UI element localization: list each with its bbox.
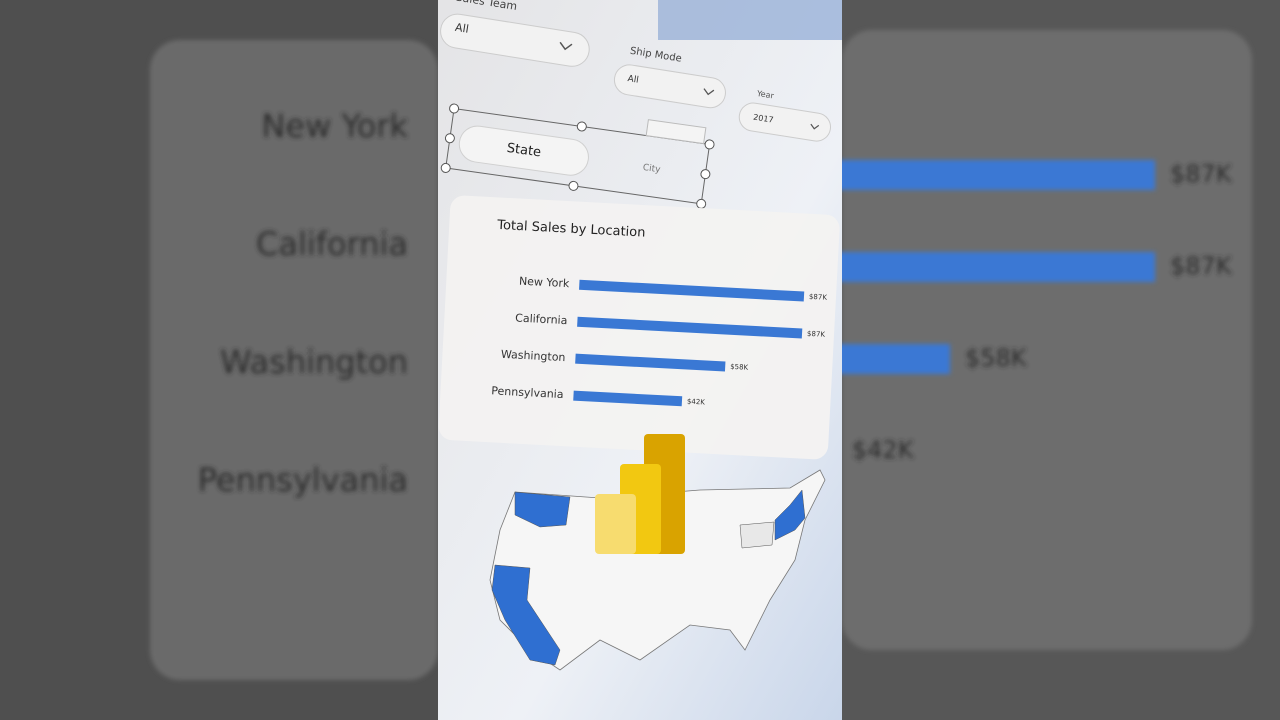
chevron xyxy=(559,41,573,51)
bar-chart: New York $87K California $87K Washington $58K… xyxy=(491,275,828,407)
slicer: State City xyxy=(440,103,715,209)
value-label: $58K xyxy=(730,363,749,372)
handle[interactable] xyxy=(449,103,460,114)
value-label: $87K xyxy=(809,293,828,302)
value-label: $87K xyxy=(1170,252,1233,280)
value-label: $58K xyxy=(965,344,1028,372)
dropdown xyxy=(738,102,831,142)
handle[interactable] xyxy=(700,169,711,180)
state-pennsylvania[interactable] xyxy=(739,521,775,549)
us-map xyxy=(489,469,826,671)
category-label: Washington xyxy=(220,343,408,381)
slicer-button-label[interactable]: State xyxy=(506,141,542,161)
dropdown xyxy=(613,64,726,109)
bar xyxy=(579,279,805,302)
handle[interactable] xyxy=(444,133,455,144)
value-label: $42K xyxy=(852,436,915,464)
value-label: $87K xyxy=(1170,160,1233,188)
category-label: Pennsylvania xyxy=(491,384,564,401)
state-new-york[interactable] xyxy=(774,489,806,541)
right-blur-panel xyxy=(842,30,1252,650)
category-label: Washington xyxy=(501,348,566,364)
chevron xyxy=(810,123,820,130)
chevron xyxy=(703,88,715,96)
blurred-labels: New York California Washington Pennsylvania xyxy=(198,107,409,499)
category-label: California xyxy=(256,225,408,263)
power-bi-logo xyxy=(595,434,685,554)
value-label: $87K xyxy=(807,330,826,339)
bar xyxy=(577,316,803,339)
category-label: New York xyxy=(261,107,408,145)
filter-value: All xyxy=(627,74,640,86)
filter-year[interactable]: Year 2017 xyxy=(737,87,835,143)
handle[interactable] xyxy=(576,121,587,132)
filter-label: Year xyxy=(755,89,775,101)
slicer-button-label[interactable]: City xyxy=(642,163,662,175)
visual-toolbar[interactable] xyxy=(645,119,707,145)
handle[interactable] xyxy=(440,162,451,173)
dropdown xyxy=(440,13,590,67)
category-label: California xyxy=(515,311,568,327)
filter-value: All xyxy=(454,21,470,36)
category-label: New York xyxy=(519,275,571,291)
left-blur-panel xyxy=(150,40,438,680)
header-band xyxy=(658,0,842,40)
value-label: $42K xyxy=(687,398,706,407)
filter-value: 2017 xyxy=(753,113,775,125)
handle[interactable] xyxy=(704,139,715,150)
bar xyxy=(575,353,726,372)
slicer-button[interactable] xyxy=(457,124,591,178)
state-washington[interactable] xyxy=(514,491,571,528)
category-label: Pennsylvania xyxy=(198,461,408,499)
bar xyxy=(573,390,683,407)
state-california[interactable] xyxy=(491,564,561,666)
handle[interactable] xyxy=(568,180,579,191)
